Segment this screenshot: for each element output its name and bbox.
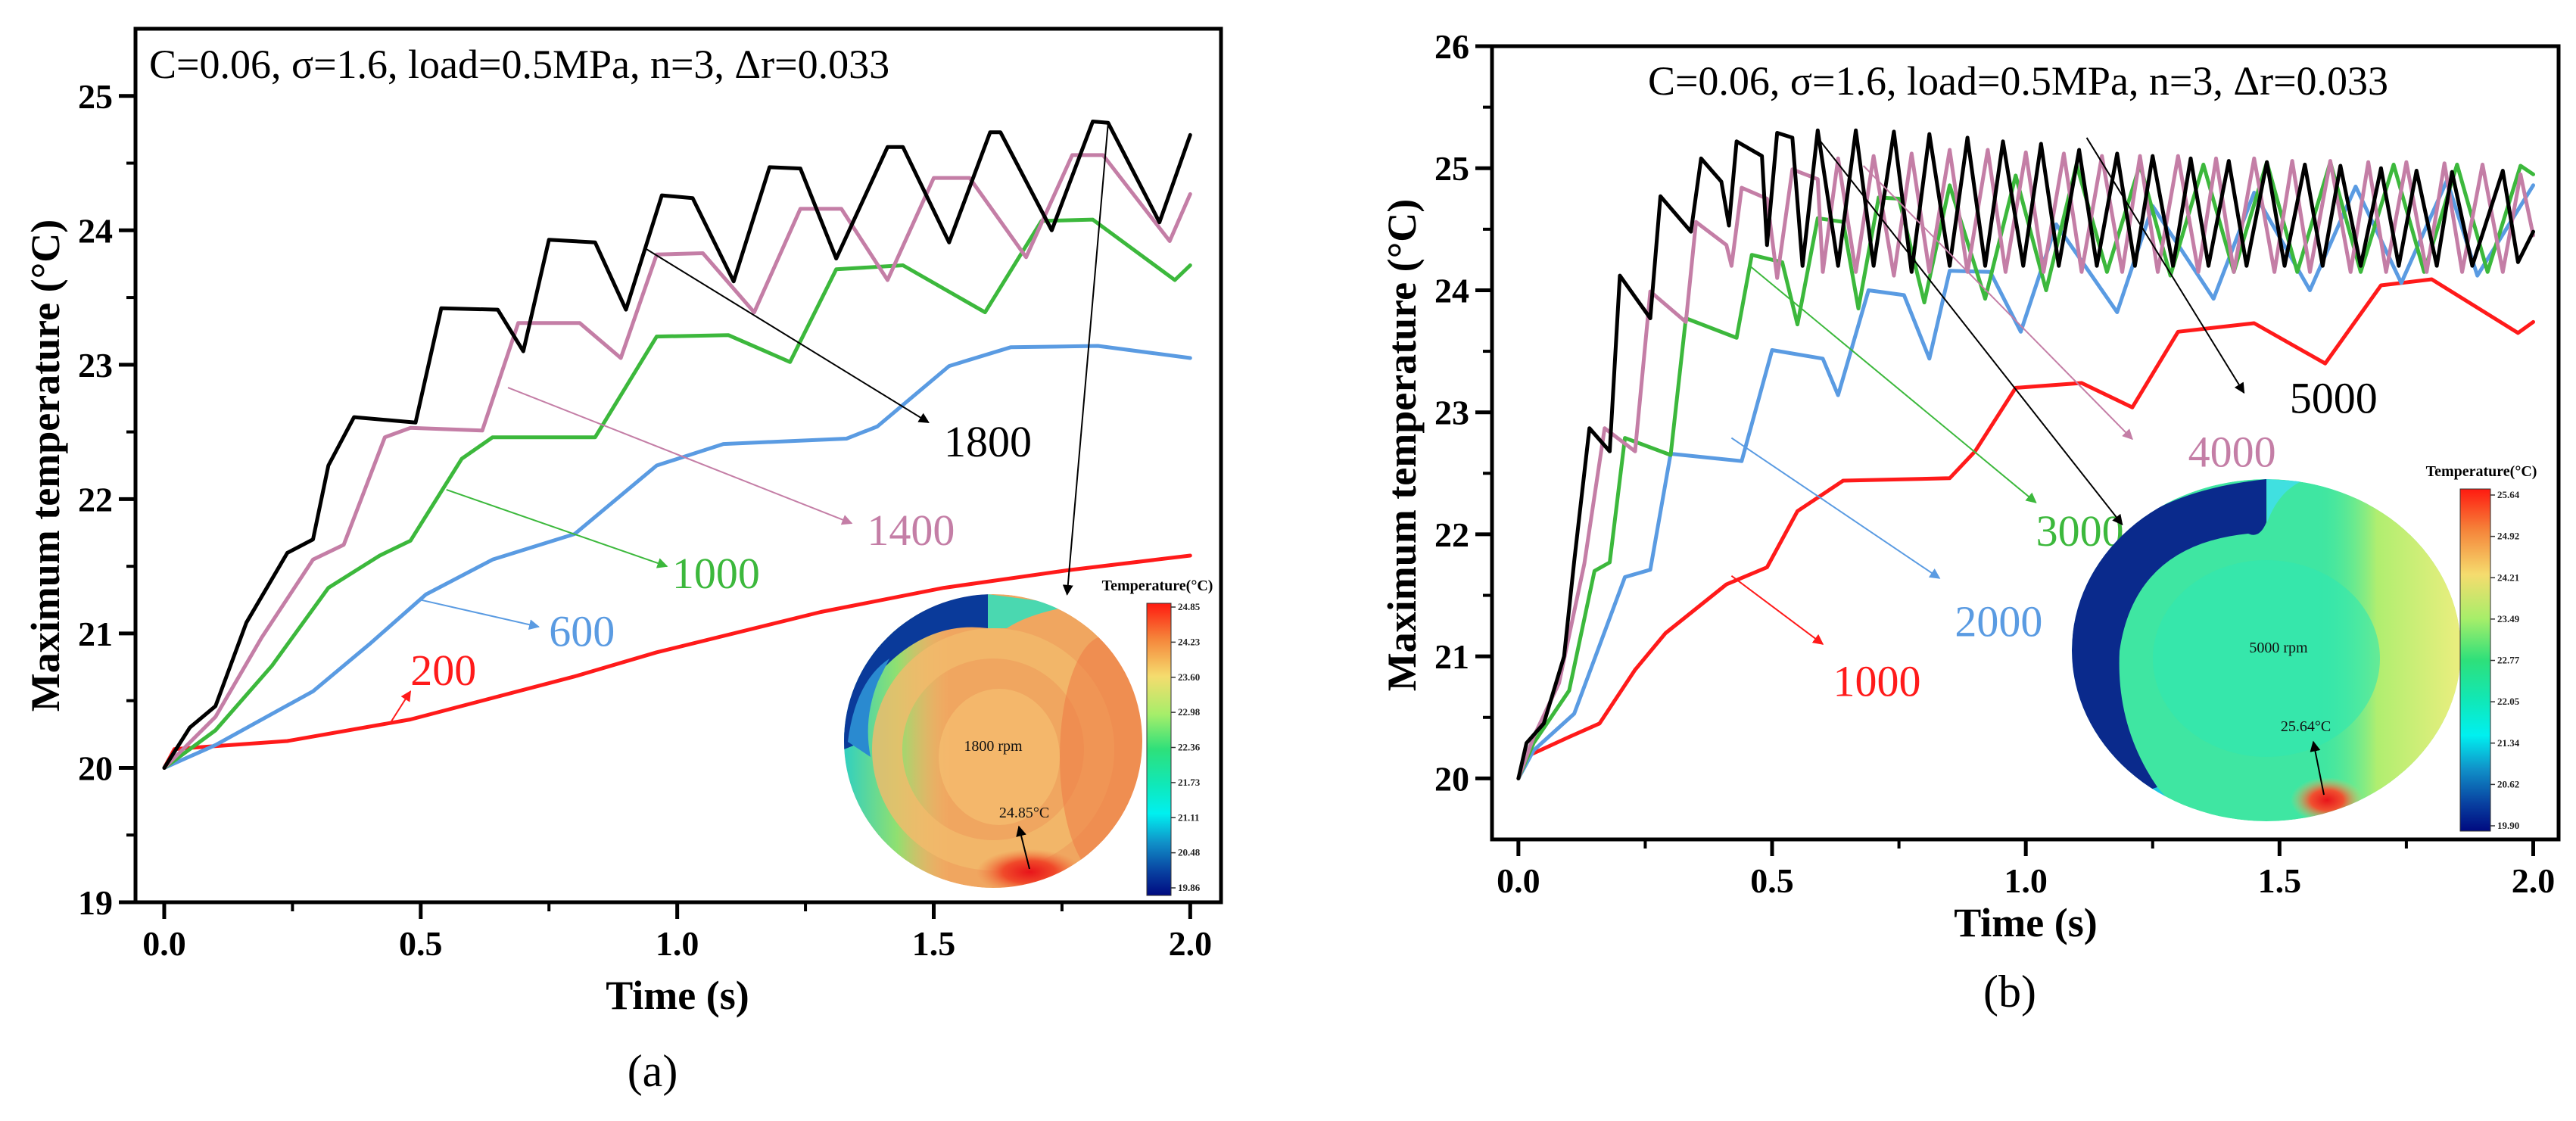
colorbar — [2459, 488, 2491, 832]
y-tick-label: 21 — [1434, 637, 1469, 676]
inset-max-temp-label: 24.85°C — [999, 805, 1049, 821]
series-annotation-arrow-1000 — [1730, 575, 1824, 645]
colorbar-tick-label: 19.86 — [1178, 882, 1201, 893]
y-tick-label: 23 — [1434, 394, 1469, 432]
colorbar-tick-label: 21.11 — [1178, 811, 1200, 823]
y-tick-label: 22 — [78, 480, 113, 518]
colorbar-tick-label: 22.77 — [2497, 655, 2520, 666]
series-line-1000 — [1516, 277, 2535, 780]
colorbar — [1146, 603, 1172, 896]
colorbar-tick-label: 22.98 — [1178, 706, 1201, 718]
series-line-5000 — [1516, 128, 2535, 780]
series-label-4000: 4000 — [2188, 427, 2276, 476]
colorbar-tick-label: 24.92 — [2497, 531, 2519, 542]
colorbar-ticks: 24.85 24.23 23.60 22.98 22.36 21.73 21.11 20.48… — [1171, 601, 1201, 893]
colorbar-tick-label: 24.23 — [1178, 636, 1201, 647]
y-tick-label: 20 — [78, 749, 113, 787]
colorbar-title: Temperature(°C) — [2426, 463, 2537, 480]
series-label-600: 600 — [549, 606, 615, 655]
series-annotation-arrow-1400 — [507, 387, 853, 525]
colorbar-tick-label: 24.85 — [1178, 601, 1201, 612]
y-tick-label: 23 — [78, 346, 113, 385]
series-annotation-arrow-1800 — [646, 248, 930, 424]
series-annotation-arrow-1000 — [446, 489, 668, 568]
y-tick-label: 26 — [1434, 27, 1469, 66]
panel-b: 0.0 0.5 1.0 1.5 2.0 20 21 22 23 24 25 26 5000 4000 300… — [1379, 27, 2561, 1017]
y-tick-label: 22 — [1434, 515, 1469, 554]
y-tick-label: 25 — [78, 77, 113, 116]
parameter-annotation: C=0.06, σ=1.6, load=0.5MPa, n=3, Δr=0.03… — [149, 42, 889, 87]
parameter-annotation: C=0.06, σ=1.6, load=0.5MPa, n=3, Δr=0.03… — [1648, 58, 2388, 104]
x-tick-label: 1.5 — [2258, 861, 2302, 900]
x-tick-label: 2.0 — [1169, 924, 1213, 963]
series-line-600 — [162, 344, 1192, 770]
inset-rpm-label: 1800 rpm — [964, 738, 1023, 755]
colorbar-tick-label: 24.21 — [2497, 571, 2519, 583]
colorbar-tick-label: 20.48 — [1178, 847, 1201, 858]
colorbar-tick-label: 21.34 — [2497, 737, 2520, 749]
series-line-3000 — [1516, 160, 2535, 780]
x-tick-label: 0.0 — [142, 924, 186, 963]
colorbar-tick-label: 21.73 — [1178, 777, 1201, 788]
y-tick-label: 21 — [78, 615, 113, 653]
x-tick-label: 0.0 — [1497, 861, 1540, 900]
series-label-1800: 1800 — [944, 417, 1032, 466]
series-annotation-arrow-4000 — [1862, 165, 2133, 441]
colorbar-ticks: 25.64 24.92 24.21 23.49 22.77 22.05 21.34 20.62… — [2490, 489, 2520, 831]
inset-max-temp-arrow — [1016, 825, 1030, 870]
inset-rpm-label: 5000 rpm — [2249, 640, 2308, 656]
series-label-5000: 5000 — [2290, 373, 2378, 422]
colorbar-tick-label: 22.36 — [1178, 742, 1201, 753]
y-tick-label: 24 — [1434, 271, 1469, 310]
series-label-2000: 2000 — [1955, 596, 2042, 646]
x-tick-label: 1.0 — [2004, 861, 2048, 900]
axes: 0.0 0.5 1.0 1.5 2.0 19 20 21 22 23 24 25 1800 1400 100… — [78, 77, 1212, 963]
panel-a: 0.0 0.5 1.0 1.5 2.0 19 20 21 22 23 24 25 1800 1400 100… — [23, 26, 1223, 1096]
y-tick-label: 20 — [1434, 759, 1469, 798]
colorbar-tick-label: 25.64 — [2497, 489, 2520, 500]
panel-label-b: (b) — [1983, 967, 2036, 1017]
series-label-1400: 1400 — [867, 506, 955, 555]
x-axis-title: Time (s) — [606, 973, 749, 1018]
axes: 0.0 0.5 1.0 1.5 2.0 20 21 22 23 24 25 26 5000 4000 300… — [1434, 27, 2555, 900]
x-axis-title: Time (s) — [1954, 900, 2097, 945]
inset-pointer-arrow — [1814, 135, 2123, 526]
colorbar-tick-label: 19.90 — [2497, 820, 2519, 831]
series-label-200: 200 — [410, 646, 476, 695]
series-annotation-arrow-2000 — [1730, 437, 1941, 579]
series-annotation-arrow-600 — [420, 599, 540, 631]
y-axis-title: Maximum temperature (°C) — [1379, 199, 1425, 691]
series-line-200 — [162, 553, 1192, 770]
series-annotation-arrow-200 — [389, 690, 412, 724]
inset-pointer-arrow — [1062, 123, 1109, 596]
x-tick-label: 2.0 — [2512, 861, 2556, 900]
series-label-1000: 1000 — [672, 549, 760, 598]
x-tick-label: 0.5 — [1750, 861, 1794, 900]
colorbar-tick-label: 23.60 — [1178, 671, 1200, 683]
inset-max-temp-arrow — [2310, 740, 2325, 796]
series-annotation-arrow-5000 — [2085, 137, 2245, 394]
panel-label-a: (a) — [628, 1046, 678, 1096]
colorbar-tick-label: 23.49 — [2497, 613, 2520, 624]
x-tick-label: 1.0 — [656, 924, 699, 963]
x-tick-label: 1.5 — [912, 924, 956, 963]
series-line-4000 — [1516, 148, 2535, 780]
colorbar-tick-label: 22.05 — [2497, 696, 2520, 707]
series-label-3000: 3000 — [2036, 506, 2124, 556]
x-tick-label: 0.5 — [399, 924, 443, 963]
series-label-1000: 1000 — [1833, 656, 1920, 705]
y-tick-label: 25 — [1434, 149, 1469, 188]
y-tick-label: 19 — [78, 883, 113, 922]
series-line-1800 — [162, 120, 1192, 770]
y-tick-label: 24 — [78, 211, 113, 250]
series-annotation-arrow-3000 — [1749, 265, 2037, 503]
y-axis-title: Maximum temperature (°C) — [23, 220, 68, 712]
colorbar-tick-label: 20.62 — [2497, 778, 2519, 789]
inset-max-temp-label: 25.64°C — [2281, 718, 2331, 735]
colorbar-title: Temperature(°C) — [1102, 578, 1213, 594]
series-line-1400 — [162, 153, 1192, 770]
